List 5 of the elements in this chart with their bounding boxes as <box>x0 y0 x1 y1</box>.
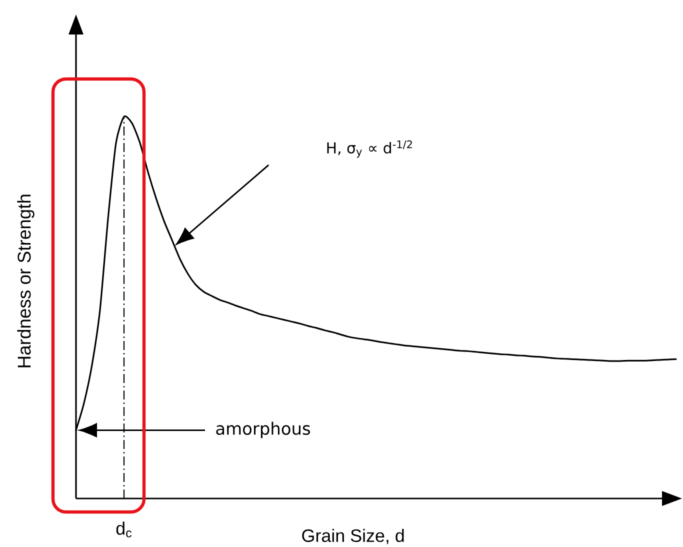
annotation: amorphous <box>216 422 310 438</box>
x-axis-title: Grain Size, d <box>302 528 404 544</box>
annotation: H, σ$_{y}$ ∝ d$^{-1/2}$ <box>327 140 412 158</box>
text: d$_{c}$ <box>116 522 132 538</box>
y-axis-title: Hardness or Strength <box>17 194 34 368</box>
